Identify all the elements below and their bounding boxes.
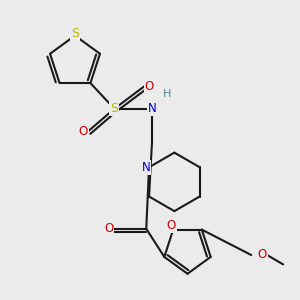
- Text: N: N: [148, 102, 156, 115]
- Text: O: O: [145, 80, 154, 93]
- Text: N: N: [142, 161, 150, 174]
- Text: O: O: [79, 125, 88, 138]
- Text: S: S: [71, 27, 79, 40]
- Text: O: O: [104, 222, 113, 235]
- Text: H: H: [163, 89, 171, 99]
- Text: O: O: [258, 248, 267, 262]
- Text: O: O: [167, 219, 176, 232]
- Text: S: S: [110, 102, 118, 115]
